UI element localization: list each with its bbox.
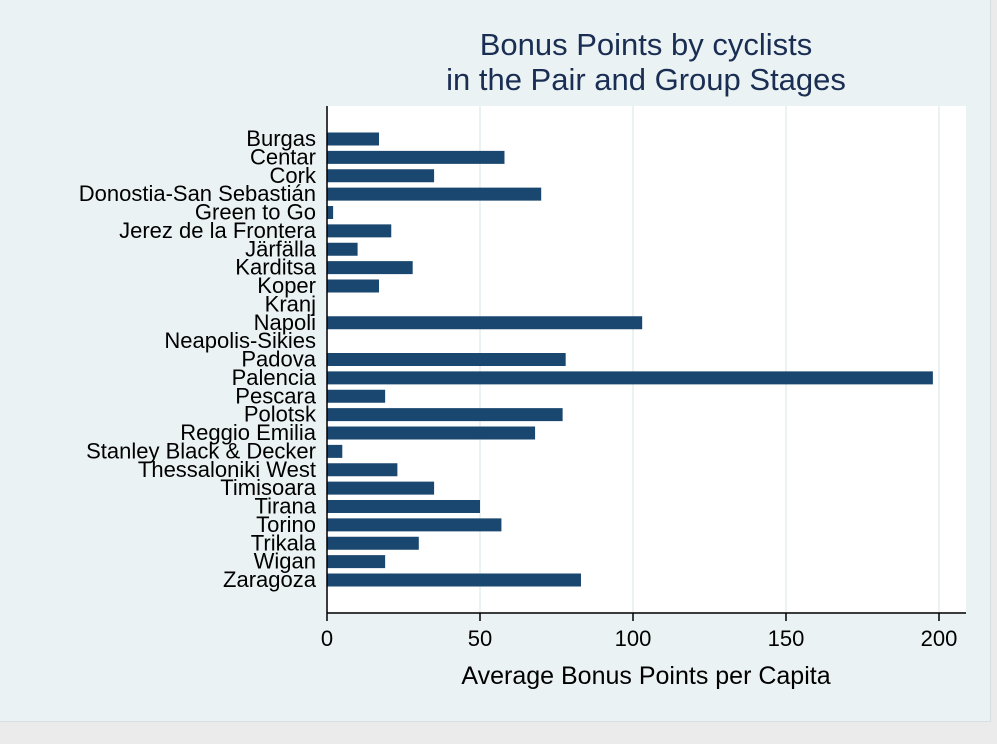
bar bbox=[327, 500, 480, 513]
bars bbox=[327, 132, 933, 587]
y-tick-label: Wigan bbox=[254, 549, 316, 574]
bar bbox=[327, 536, 419, 550]
x-tick-label: 200 bbox=[921, 626, 958, 651]
bar-chart: Bonus Points by cyclists in the Pair and… bbox=[79, 27, 966, 690]
bar bbox=[327, 555, 386, 569]
y-tick-label: Koper bbox=[257, 273, 316, 298]
bar bbox=[327, 242, 358, 256]
bar bbox=[327, 518, 502, 532]
y-tick-label: Reggio Emilia bbox=[180, 420, 316, 445]
y-tick-label: Palencia bbox=[232, 365, 317, 390]
y-tick-label: Jerez de la Frontera bbox=[119, 218, 317, 243]
bar bbox=[327, 426, 536, 440]
y-tick-label: Trikala bbox=[251, 530, 317, 555]
bar bbox=[327, 408, 563, 422]
y-tick-label: Karditsa bbox=[235, 255, 316, 280]
y-tick-label: Donostia-San Sebastián bbox=[79, 181, 316, 206]
y-tick-label: Järfälla bbox=[245, 236, 317, 261]
y-tick-label: Napoli bbox=[254, 310, 316, 335]
y-tick-label: Neapolis-Sikies bbox=[164, 328, 316, 353]
bar bbox=[327, 132, 380, 146]
y-tick-label: Burgas bbox=[246, 126, 316, 151]
bar bbox=[327, 261, 413, 275]
y-tick-label: Kranj bbox=[265, 291, 316, 316]
y-tick-label: Centar bbox=[250, 144, 316, 169]
x-tick-label: 0 bbox=[321, 626, 333, 651]
y-tick-label: Cork bbox=[270, 163, 317, 188]
x-tick-label: 50 bbox=[468, 626, 492, 651]
bar bbox=[327, 316, 643, 330]
x-ticks: 0 50 100 150 200 bbox=[321, 613, 957, 651]
x-axis-title: Average Bonus Points per Capita bbox=[461, 662, 830, 690]
chart-figure: Bonus Points by cyclists in the Pair and… bbox=[0, 0, 991, 722]
y-tick-label: Pescara bbox=[235, 383, 316, 408]
chart-title-line-2: in the Pair and Group Stages bbox=[446, 62, 846, 97]
y-tick-label: Torino bbox=[256, 512, 316, 537]
bar bbox=[327, 573, 581, 587]
bar bbox=[327, 353, 566, 366]
x-tick-label: 100 bbox=[615, 626, 652, 651]
y-tick-label: Timisoara bbox=[220, 475, 317, 500]
bar bbox=[327, 481, 435, 495]
y-tick-label: Padova bbox=[241, 347, 316, 372]
y-tick-label: Thessaloniki West bbox=[138, 457, 316, 482]
bar bbox=[327, 371, 933, 385]
y-tick-label: Polotsk bbox=[244, 402, 317, 427]
y-tick-label: Green to Go bbox=[195, 200, 316, 225]
bar bbox=[327, 444, 343, 458]
y-tick-label: Stanley Black & Decker bbox=[86, 438, 316, 463]
chart-title-line-1: Bonus Points by cyclists bbox=[480, 27, 813, 62]
y-tick-label: Zaragoza bbox=[223, 567, 317, 592]
bar bbox=[327, 389, 386, 403]
bar bbox=[327, 224, 392, 238]
y-tick-label: Tirana bbox=[254, 494, 316, 519]
bar bbox=[327, 169, 435, 183]
bar bbox=[327, 150, 505, 164]
bar bbox=[327, 187, 542, 201]
bar bbox=[327, 463, 398, 477]
bar bbox=[327, 206, 334, 219]
bar bbox=[327, 279, 380, 293]
x-tick-label: 150 bbox=[768, 626, 805, 651]
